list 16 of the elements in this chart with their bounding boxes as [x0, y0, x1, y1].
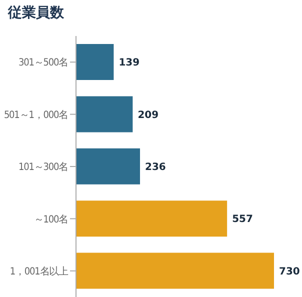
bar	[76, 148, 140, 184]
y-tick-label: 1，001名以上	[10, 265, 69, 278]
data-label: 209	[138, 110, 159, 121]
bar	[76, 252, 274, 289]
data-label: 236	[145, 162, 166, 173]
chart-title: 従業員数	[8, 4, 64, 22]
bar	[76, 200, 228, 237]
y-tick-label: 301～500名	[18, 56, 68, 69]
data-label: 730	[279, 266, 300, 278]
y-tick-label: 501～1，000名	[4, 108, 68, 121]
data-label: 139	[118, 58, 140, 69]
data-label: 557	[232, 214, 253, 226]
y-tick-label: ～100名	[34, 213, 68, 226]
bar	[76, 96, 133, 132]
bar	[76, 44, 114, 80]
y-tick-label: 101～300名	[18, 161, 68, 174]
